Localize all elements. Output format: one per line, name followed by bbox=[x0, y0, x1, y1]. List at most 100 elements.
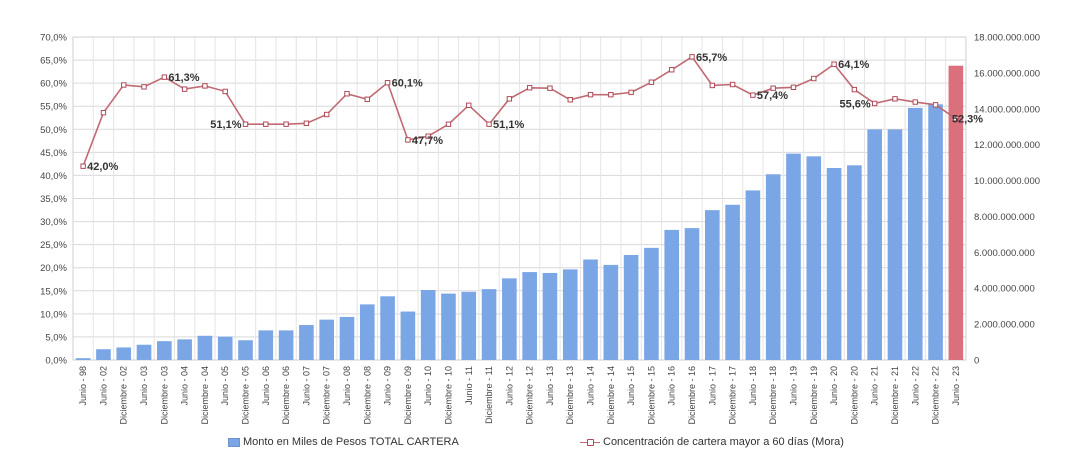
line-point bbox=[242, 121, 249, 127]
bar bbox=[359, 304, 375, 360]
bar bbox=[847, 165, 862, 360]
left-axis-ticks: 0,0% 5,0% 10,0% 15,0% 20,0% 25,0% 30,0% 35,0% 40… bbox=[40, 33, 67, 367]
data-label: 47,7% bbox=[412, 135, 443, 147]
line-point bbox=[628, 89, 634, 96]
legend-item-bars: Monto en Miles de Pesos TOTAL CARTERA bbox=[228, 436, 459, 448]
x-tick-label: Diciembre - 11 bbox=[484, 366, 494, 424]
line-point bbox=[263, 121, 269, 127]
left-tick-label: 30,0% bbox=[40, 217, 67, 228]
x-tick-label: Junio - 23 bbox=[951, 366, 961, 406]
bar bbox=[948, 65, 964, 360]
line-point bbox=[587, 91, 594, 98]
bar bbox=[522, 272, 537, 360]
x-tick-label: Diciembre - 03 bbox=[159, 366, 169, 425]
x-tick-label: Diciembre - 05 bbox=[241, 366, 251, 425]
line-point bbox=[871, 100, 878, 107]
x-tick-label: Junio - 19 bbox=[788, 366, 798, 406]
bar bbox=[644, 247, 659, 360]
bar bbox=[461, 291, 477, 360]
x-tick-label: Junio - 02 bbox=[98, 366, 108, 406]
data-label: 51,1% bbox=[210, 119, 241, 131]
left-tick-label: 5,0% bbox=[45, 332, 67, 343]
legend-bar-swatch bbox=[228, 437, 240, 447]
left-tick-label: 10,0% bbox=[40, 309, 67, 320]
bar bbox=[157, 341, 172, 360]
bar bbox=[725, 204, 740, 360]
bar bbox=[116, 347, 132, 360]
x-tick-label: Diciembre - 22 bbox=[931, 366, 941, 425]
x-tick-label: Junio - 11 bbox=[464, 366, 474, 405]
left-tick-label: 25,0% bbox=[40, 240, 67, 251]
x-tick-label: Junio - 14 bbox=[586, 366, 596, 406]
bar bbox=[684, 228, 700, 360]
line-point bbox=[892, 96, 898, 102]
bar bbox=[623, 255, 639, 360]
line-point bbox=[506, 96, 513, 102]
data-label: 42,0% bbox=[87, 161, 118, 173]
x-tick-label: Diciembre - 15 bbox=[646, 366, 656, 425]
x-tick-label: Junio - 06 bbox=[261, 366, 271, 406]
line-point bbox=[181, 86, 188, 92]
gridlines bbox=[72, 36, 967, 361]
left-tick-label: 35,0% bbox=[40, 194, 67, 205]
line-point bbox=[405, 137, 411, 143]
bar bbox=[299, 325, 314, 360]
bar bbox=[400, 311, 416, 360]
line-point bbox=[466, 102, 472, 108]
line-point bbox=[831, 61, 837, 67]
x-tick-label: Junio - 08 bbox=[342, 366, 352, 406]
x-tick-label: Diciembre - 02 bbox=[119, 366, 129, 425]
line-point bbox=[303, 120, 310, 126]
x-tick-label: Junio - 09 bbox=[383, 366, 393, 406]
x-tick-label: Diciembre - 09 bbox=[403, 366, 413, 425]
bar bbox=[542, 272, 558, 360]
right-tick-label: 14.000.000.000 bbox=[974, 104, 1040, 115]
bar bbox=[339, 316, 355, 360]
line-point bbox=[750, 92, 756, 98]
x-tick-label: Diciembre - 20 bbox=[849, 366, 859, 425]
bar bbox=[197, 335, 213, 360]
x-tick-label: Junio - 15 bbox=[626, 366, 636, 406]
left-tick-label: 55,0% bbox=[40, 102, 67, 113]
bar bbox=[441, 293, 456, 360]
bar bbox=[75, 358, 91, 360]
legend-item-line: Concentración de cartera mayor a 60 días… bbox=[580, 436, 844, 448]
legend-bar-label: Monto en Miles de Pesos TOTAL CARTERA bbox=[243, 436, 459, 448]
data-label: 64,1% bbox=[838, 59, 869, 71]
line-point bbox=[486, 121, 492, 127]
legend-line-swatch bbox=[580, 438, 600, 446]
line-point bbox=[121, 82, 127, 88]
legend-line-label: Concentración de cartera mayor a 60 días… bbox=[603, 436, 844, 448]
x-tick-label: Diciembre - 17 bbox=[728, 366, 738, 425]
x-axis-ticks: Junio - 98 Junio - 02 Diciembre - 02 Junio … bbox=[78, 366, 961, 425]
bar bbox=[238, 340, 253, 360]
line-point bbox=[222, 88, 228, 95]
x-tick-label: Diciembre - 21 bbox=[890, 366, 900, 425]
bar bbox=[380, 296, 395, 360]
right-tick-label: 4.000.000.000 bbox=[974, 284, 1035, 295]
x-tick-label: Diciembre - 18 bbox=[768, 366, 778, 425]
line-series bbox=[82, 55, 957, 167]
left-tick-label: 0,0% bbox=[45, 356, 67, 367]
bar bbox=[928, 104, 943, 361]
right-tick-label: 16.000.000.000 bbox=[974, 68, 1040, 79]
x-tick-label: Junio - 16 bbox=[667, 366, 677, 406]
x-tick-label: Junio - 04 bbox=[180, 366, 190, 406]
x-tick-label: Junio - 07 bbox=[301, 366, 311, 406]
x-tick-label: Junio - 05 bbox=[220, 366, 230, 406]
left-tick-label: 70,0% bbox=[40, 33, 67, 44]
line-point bbox=[384, 79, 391, 86]
line-point bbox=[100, 109, 107, 116]
legend: Monto en Miles de Pesos TOTAL CARTERA Co… bbox=[0, 436, 1086, 456]
left-tick-label: 60,0% bbox=[40, 79, 67, 90]
right-tick-label: 2.000.000.000 bbox=[974, 320, 1035, 331]
bar bbox=[907, 107, 923, 360]
line-point bbox=[445, 121, 452, 127]
line-point bbox=[344, 91, 350, 97]
x-tick-label: Junio - 18 bbox=[748, 366, 758, 406]
data-label: 65,7% bbox=[696, 52, 727, 64]
line-point bbox=[323, 111, 330, 118]
right-tick-label: 10.000.000.000 bbox=[974, 176, 1040, 187]
line-point bbox=[608, 91, 614, 98]
x-tick-label: Diciembre - 08 bbox=[362, 366, 372, 425]
